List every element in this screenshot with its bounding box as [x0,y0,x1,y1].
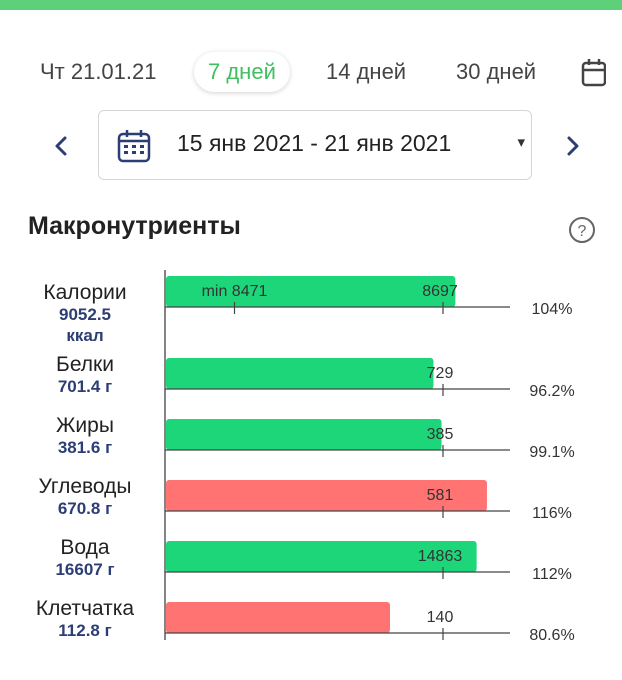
percent-label-2: 99.1% [529,444,574,461]
nutrient-value: 670.8 г [57,499,113,518]
target-label-3: 581 [427,487,454,504]
calendar-icon [117,129,151,163]
tab-14-days[interactable]: 14 дней [326,59,407,84]
nutrient-name: Калории [43,281,127,304]
percent-label-5: 80.6% [529,627,574,644]
bar-1 [166,358,434,389]
nutrient-name: Углеводы [38,475,132,498]
date-range-selector[interactable]: 15 янв 2021 - 21 янв 2021 ▾ [98,110,532,180]
nutrient-value: 381.6 г [57,438,113,457]
row-label-1: Белки 701.4 г [10,354,160,397]
target-label-2: 385 [427,426,454,443]
nutrient-name: Белки [56,353,114,376]
nutrient-value: 112.8 г [58,621,112,640]
bar-2 [166,419,442,450]
nutrient-name: Вода [60,536,110,559]
target-label-4: 14863 [418,548,463,565]
percent-label-0: 104% [532,301,573,318]
nutrient-value: 701.4 г [57,377,113,396]
chevron-right-icon [567,136,579,156]
prev-period-button[interactable] [42,124,82,168]
card-top-edge [0,10,622,24]
percent-label-4: 112% [532,566,572,583]
nutrient-name: Клетчатка [35,597,135,620]
period-tabs: Чт 21.01.21 7 дней 14 дней 30 дней [0,52,622,94]
tab-30-days[interactable]: 30 дней [456,59,537,84]
row-label-4: Вода 16607 г [10,537,160,580]
min-label-0: min 8471 [202,283,268,300]
percent-label-1: 96.2% [529,383,574,400]
target-label-0: 8697 [422,283,458,300]
svg-text:?: ? [578,223,587,240]
nutrient-name: Жиры [56,414,114,437]
top-accent-strip [0,0,622,10]
target-label-1: 729 [427,365,454,382]
bar-4 [166,541,477,572]
percent-label-3: 116% [532,505,572,522]
section-title: Макронутриенты [28,212,241,240]
tab-day[interactable]: Чт 21.01.21 [40,59,157,84]
calendar-icon[interactable] [580,58,606,88]
row-label-0: Калории 9052.5 ккал [10,282,160,346]
target-label-5: 140 [427,609,454,626]
help-circle-icon[interactable]: ? [568,216,596,244]
next-period-button[interactable] [552,124,592,168]
nutrient-value: 9052.5 ккал [59,305,111,345]
tab-7-days[interactable]: 7 дней [194,52,290,92]
macronutrient-chart: 8697 min 8471 104% 729 96.2% 385 99.1% 581 116% 1… [0,268,622,668]
date-range-label: 15 янв 2021 - 21 янв 2021 [177,130,452,156]
bar-3 [166,480,487,511]
nutrient-value: 16607 г [55,560,115,579]
chart-canvas: 8697 min 8471 104% 729 96.2% 385 99.1% 581 116% 1… [164,270,575,644]
row-label-5: Клетчатка 112.8 г [10,598,160,641]
row-label-3: Углеводы 670.8 г [10,476,160,519]
row-label-2: Жиры 381.6 г [10,415,160,458]
bar-0 [166,276,456,307]
dropdown-caret-icon: ▾ [517,134,525,151]
bar-5 [166,602,390,633]
chevron-left-icon [55,136,67,156]
